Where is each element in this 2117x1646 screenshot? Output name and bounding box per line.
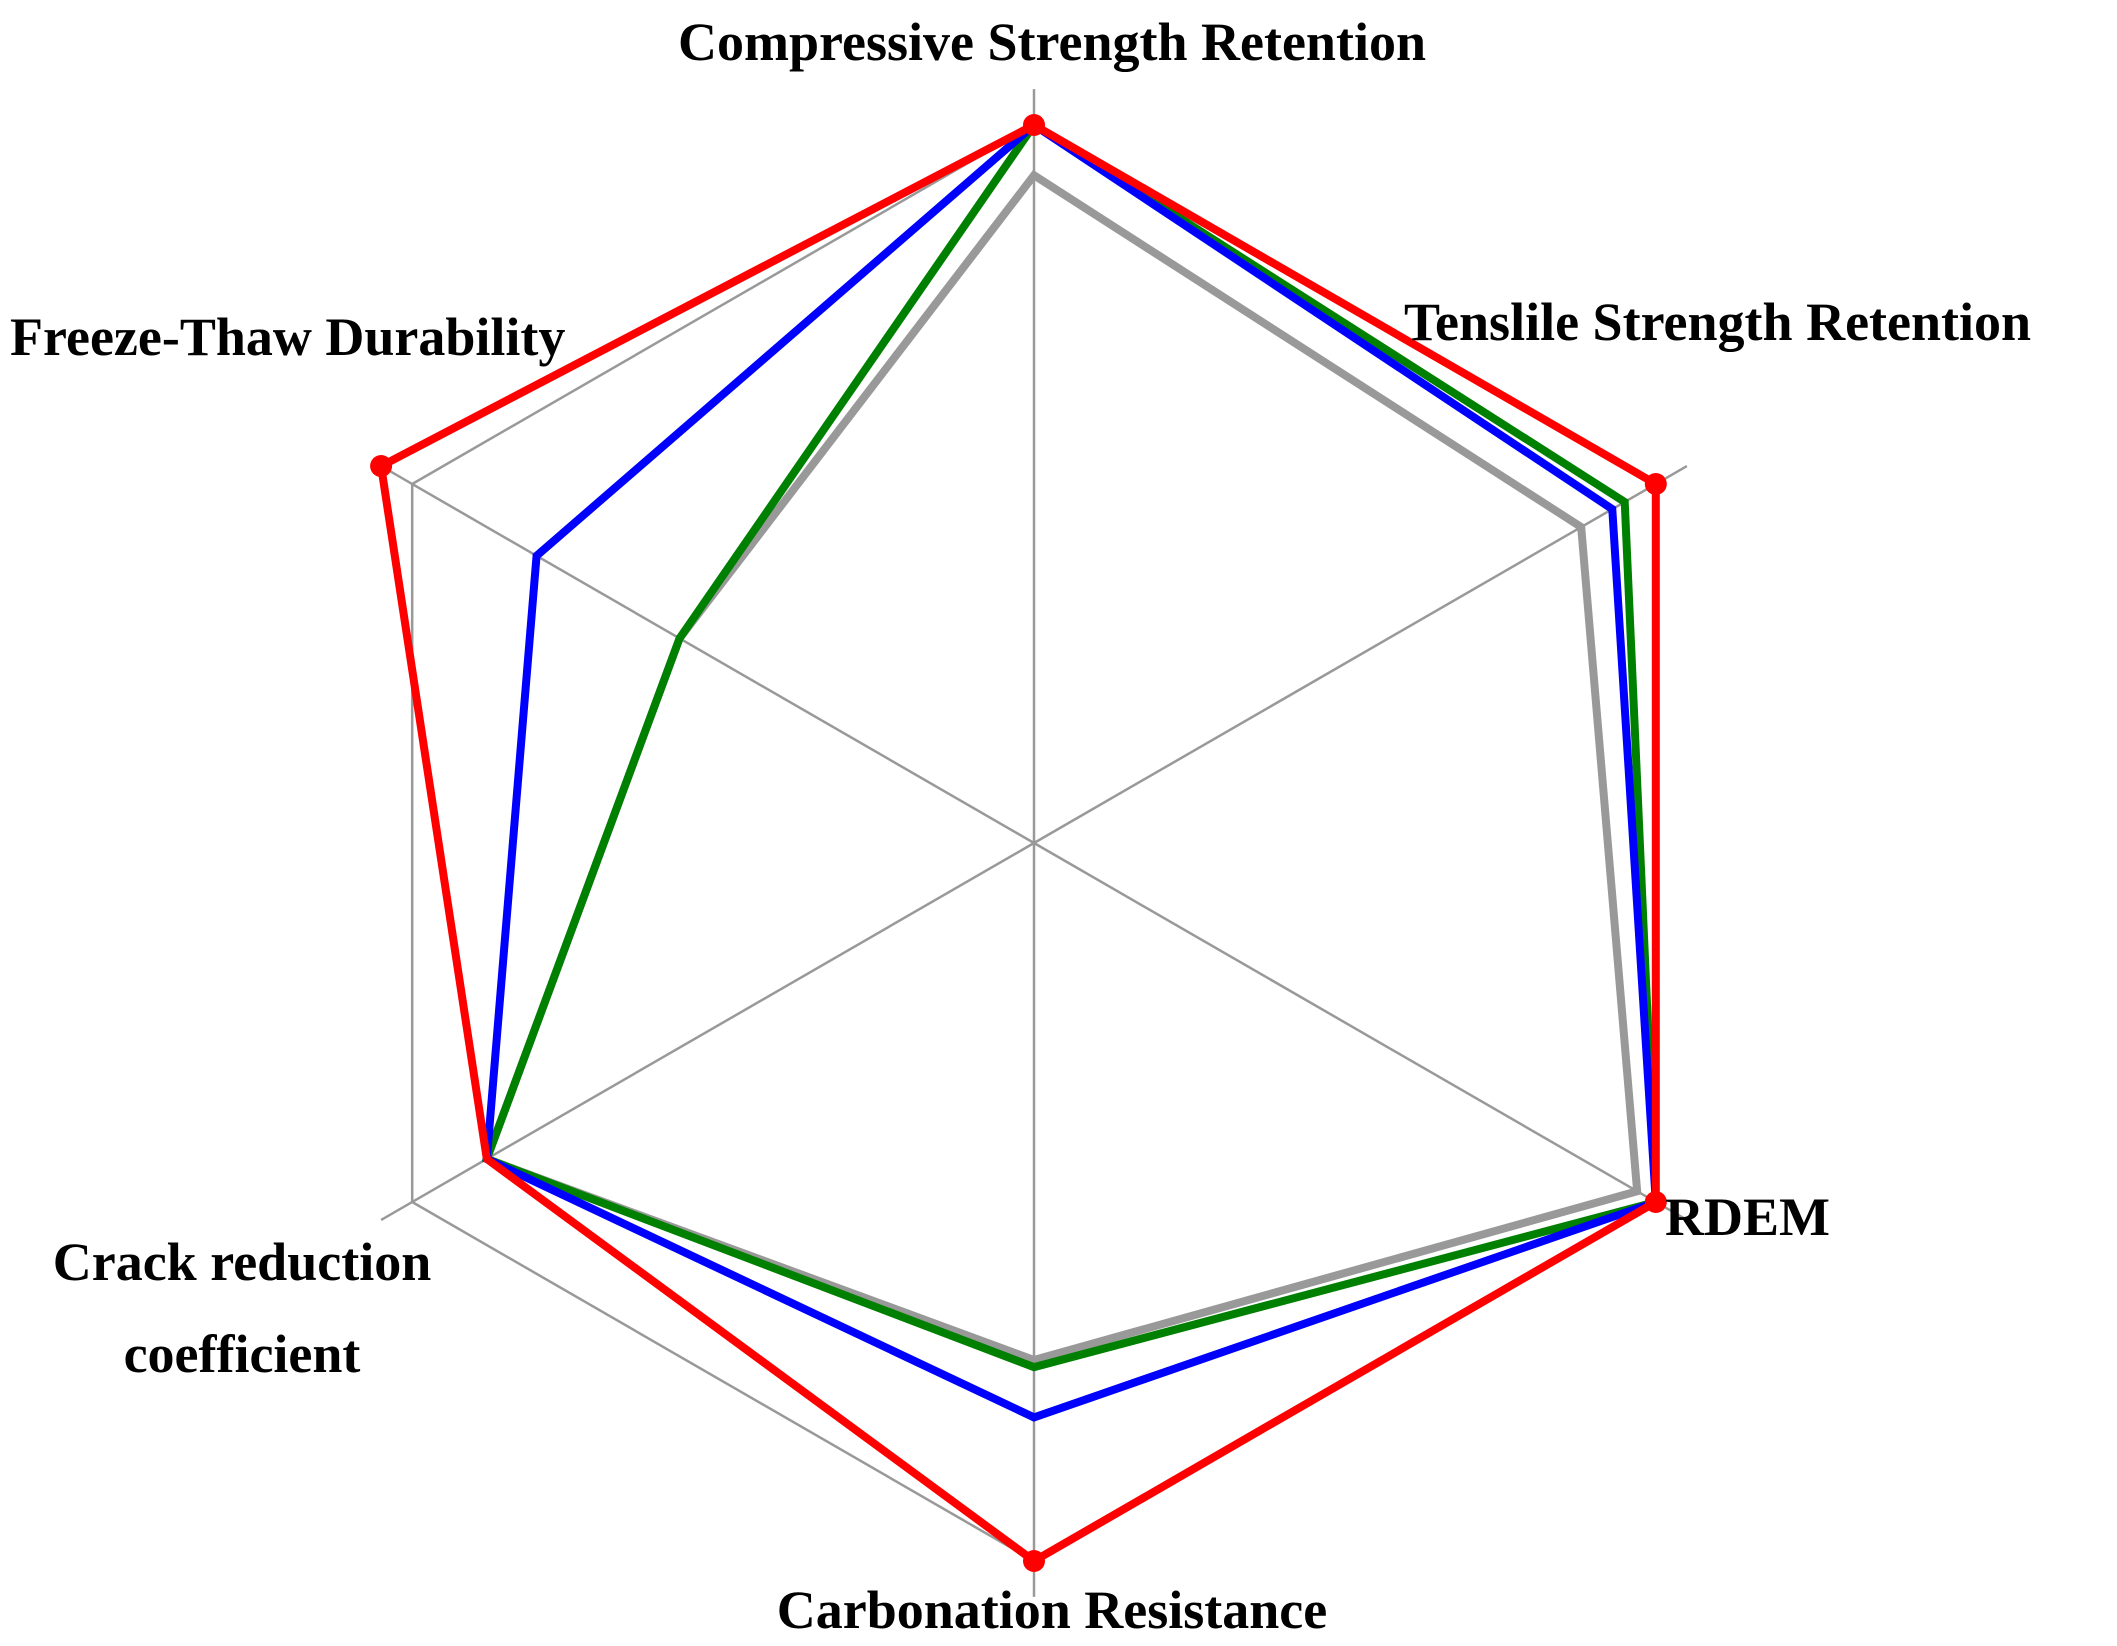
axis-label-rdem-line-0: RDEM	[1665, 1187, 1830, 1247]
spoke-rdem	[1033, 841, 1688, 1222]
axis-label-crack-line-1: coefficient	[124, 1324, 361, 1384]
axis-label-tensile: Tenslile Strength Retention	[1404, 292, 2031, 352]
axis-label-compressive: Compressive Strength Retention	[678, 12, 1426, 72]
axis-label-crack: Crack reduction coefficient	[53, 1232, 431, 1384]
axis-label-rdem: RDEM	[1665, 1187, 1830, 1247]
spoke-freeze_thaw	[380, 464, 1035, 845]
series-0-line	[481, 169, 1642, 1365]
axis-label-compressive-line-0: Compressive Strength Retention	[678, 12, 1426, 72]
series-3-point-tensile	[1644, 473, 1667, 495]
axis-label-freeze_thaw-line-0: Freeze-Thaw Durability	[10, 307, 565, 367]
series-3-point-carbonation	[1023, 1550, 1045, 1572]
axis-label-crack-line-0: Crack reduction	[53, 1232, 431, 1292]
axis-label-tensile-line-0: Tenslile Strength Retention	[1404, 292, 2031, 352]
axis-label-freeze_thaw: Freeze-Thaw Durability	[10, 307, 565, 367]
series-2-line	[482, 119, 1660, 1422]
series-3-point-freeze_thaw	[370, 455, 393, 478]
axis-label-carbonation: Carbonation Resistance	[777, 1580, 1328, 1640]
axis-labels: Compressive Strength Retention Tenslile S…	[10, 12, 2031, 1640]
series-group	[370, 114, 1667, 1572]
series-3-point-rdem	[1644, 1191, 1667, 1213]
series-3-point-compressive	[1023, 114, 1045, 136]
series-1-line	[481, 119, 1660, 1372]
spoke-crack	[380, 841, 1035, 1222]
axis-label-carbonation-line-0: Carbonation Resistance	[777, 1580, 1328, 1640]
